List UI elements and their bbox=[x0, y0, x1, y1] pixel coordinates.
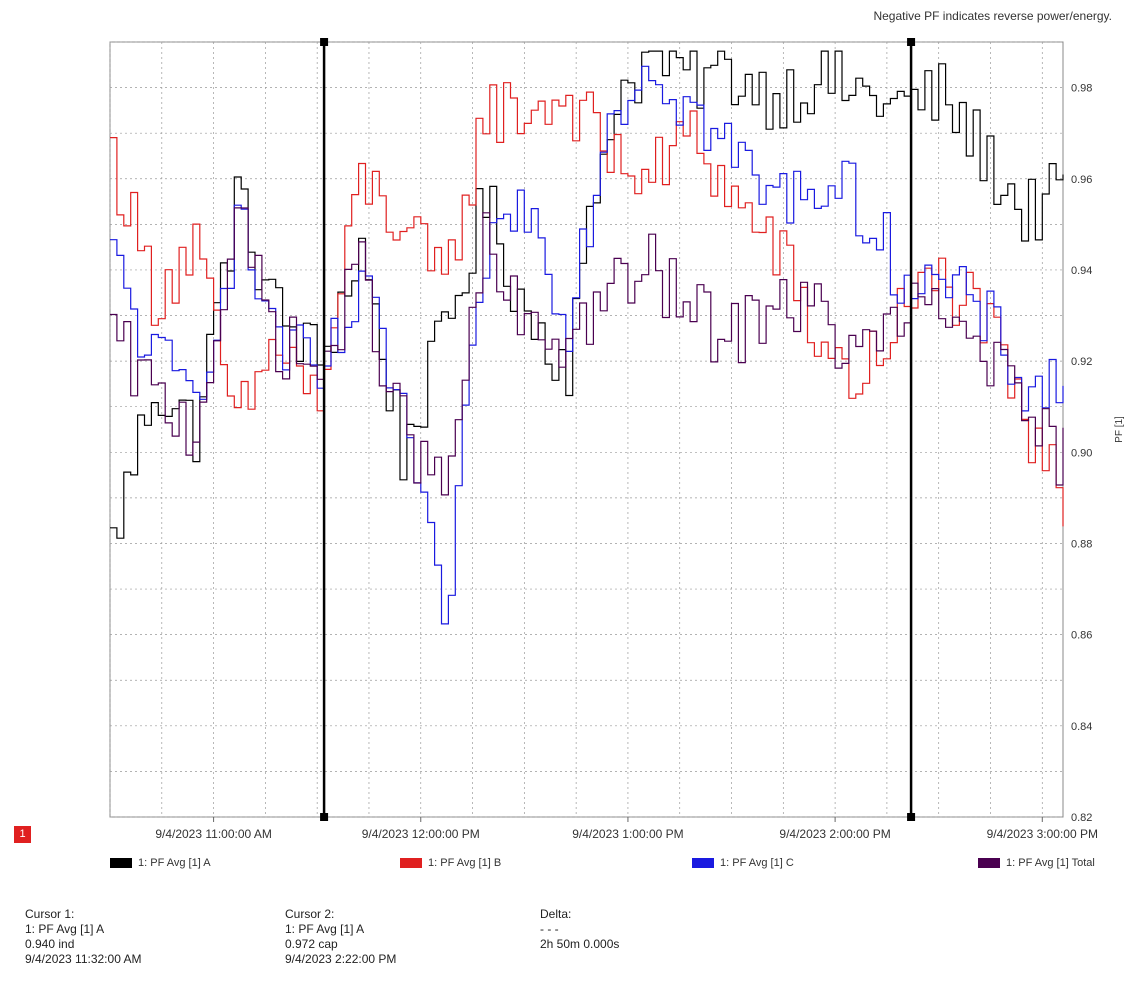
legend-swatch bbox=[400, 858, 422, 868]
legend-item[interactable]: 1: PF Avg [1] C bbox=[692, 857, 794, 869]
legend-item[interactable]: 1: PF Avg [1] Total bbox=[978, 857, 1095, 869]
x-tick-label: 9/4/2023 3:00:00 PM bbox=[987, 827, 1098, 841]
cursor-lines[interactable] bbox=[320, 38, 916, 821]
cursor2-series: 1: PF Avg [1] A bbox=[285, 922, 365, 936]
y-tick-label: 0.90 bbox=[1071, 447, 1092, 459]
y-tick-label: 0.84 bbox=[1071, 721, 1092, 733]
x-tick-label: 9/4/2023 11:00:00 AM bbox=[155, 827, 272, 841]
legend-item[interactable]: 1: PF Avg [1] B bbox=[400, 857, 501, 869]
y-tick-label: 0.86 bbox=[1071, 630, 1092, 642]
cursor-1-line[interactable] bbox=[320, 38, 329, 821]
legend-label: 1: PF Avg [1] A bbox=[138, 857, 211, 869]
cursor1-value: 0.940 ind bbox=[25, 937, 75, 951]
reverse-power-note: Negative PF indicates reverse power/ener… bbox=[873, 9, 1112, 23]
y-tick-label: 0.82 bbox=[1071, 812, 1092, 824]
cursor2-title: Cursor 2: bbox=[285, 907, 335, 921]
series-lines bbox=[110, 50, 1064, 625]
legend-swatch bbox=[692, 858, 714, 868]
legend-swatch bbox=[110, 858, 132, 868]
pf-chart[interactable]: 0.82 0.84 0.86 0.88 0.90 0.92 0.94 0.96 0.98 9/4… bbox=[0, 0, 1129, 850]
legend-label: 1: PF Avg [1] Total bbox=[1006, 857, 1095, 869]
delta-value: - - - bbox=[540, 922, 559, 936]
cursor-2-line[interactable] bbox=[907, 38, 916, 821]
cursor2-readout: Cursor 2: 1: PF Avg [1] A 0.972 cap 9/4/… bbox=[285, 907, 396, 967]
cursor1-readout: Cursor 1: 1: PF Avg [1] A 0.940 ind 9/4/… bbox=[25, 907, 142, 967]
y-tick-labels: 0.82 0.84 0.86 0.88 0.90 0.92 0.94 0.96 0.98 bbox=[1071, 83, 1092, 824]
legend-label: 1: PF Avg [1] C bbox=[720, 857, 794, 869]
cursor2-time: 9/4/2023 2:22:00 PM bbox=[285, 952, 397, 966]
cursor1-time: 9/4/2023 11:32:00 AM bbox=[25, 952, 142, 966]
x-tick-labels: 9/4/2023 11:00:00 AM 9/4/2023 12:00:00 PM… bbox=[155, 817, 1098, 841]
x-tick-label: 9/4/2023 1:00:00 PM bbox=[572, 827, 683, 841]
y-tick-label: 0.88 bbox=[1071, 538, 1092, 550]
cursor-handle-bottom bbox=[320, 813, 329, 821]
cursor1-series: 1: PF Avg [1] A bbox=[25, 922, 105, 936]
delta-readout: Delta: - - - 2h 50m 0.000s bbox=[540, 907, 619, 952]
delta-title: Delta: bbox=[540, 907, 572, 921]
cursor-handle-bottom bbox=[907, 813, 916, 821]
x-tick-label: 9/4/2023 2:00:00 PM bbox=[779, 827, 890, 841]
y-tick-label: 0.98 bbox=[1071, 83, 1092, 95]
plot-area bbox=[109, 41, 1064, 818]
legend-swatch bbox=[978, 858, 1000, 868]
y-tick-label: 0.96 bbox=[1071, 174, 1092, 186]
x-tick-label: 9/4/2023 12:00:00 PM bbox=[362, 827, 480, 841]
cursor-handle-top bbox=[907, 38, 916, 46]
legend-item[interactable]: 1: PF Avg [1] A bbox=[110, 857, 211, 869]
y-tick-label: 0.92 bbox=[1071, 356, 1092, 368]
y-tick-label: 0.94 bbox=[1071, 265, 1092, 277]
series-line bbox=[110, 82, 1064, 527]
cursor2-value: 0.972 cap bbox=[285, 937, 338, 951]
delta-time: 2h 50m 0.000s bbox=[540, 937, 620, 951]
legend-label: 1: PF Avg [1] B bbox=[428, 857, 502, 869]
chart-index-badge: 1 bbox=[14, 826, 31, 843]
series-line bbox=[110, 207, 1064, 496]
cursor1-title: Cursor 1: bbox=[25, 907, 75, 921]
y-axis-label: PF [1] bbox=[1114, 416, 1125, 443]
cursor-handle-top bbox=[320, 38, 329, 46]
